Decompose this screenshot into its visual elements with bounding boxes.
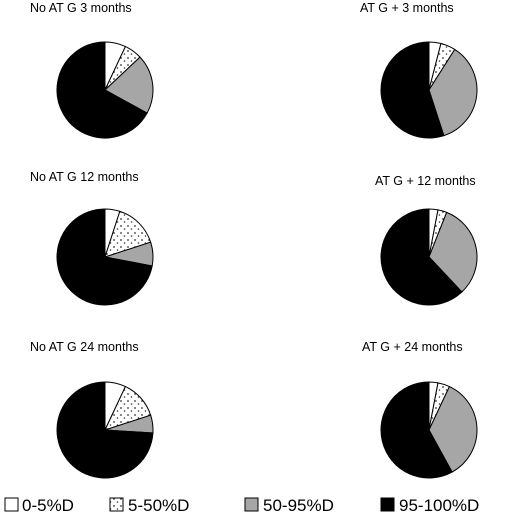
pie-atg-3-months	[380, 41, 478, 139]
legend-label-0-5: 0-5%D	[22, 496, 74, 515]
pie-slice-50-95	[104, 56, 154, 114]
pie-no-atg-24-months	[56, 381, 154, 479]
pie-title-atg-24: AT G + 24 months	[362, 340, 463, 354]
pie-slice-95-100	[380, 41, 445, 139]
pie-slice-50-95	[428, 48, 478, 137]
pie-slice-50-95	[428, 385, 478, 473]
legend-swatch-0-5	[4, 497, 19, 512]
legend-swatch-50-95	[244, 497, 259, 512]
pie-slice-95-100	[56, 381, 154, 479]
pie-title-atg-12: AT G + 12 months	[375, 174, 476, 188]
pie-slice-95-100	[380, 208, 463, 306]
pie-atg-24-months	[380, 381, 478, 479]
legend-swatch-95-100	[380, 497, 395, 512]
legend-label-5-50: 5-50%D	[128, 496, 189, 515]
legend-label-50-95: 50-95%D	[263, 496, 334, 515]
legend-swatch-5-50	[109, 497, 124, 512]
pie-no-atg-12-months	[56, 208, 154, 306]
pie-slice-95-100	[56, 41, 148, 139]
legend: 0-5%D 5-50%D 50-95%D 95-100%D	[4, 496, 479, 515]
pie-no-atg-3-months	[56, 41, 154, 139]
pie-title-no-atg-24: No AT G 24 months	[30, 340, 139, 354]
pie-slice-95-100	[56, 208, 153, 306]
pie-title-atg-3: AT G + 3 months	[360, 1, 454, 15]
pie-slice-95-100	[380, 381, 453, 479]
pie-title-no-atg-12: No AT G 12 months	[30, 170, 139, 184]
legend-label-95-100: 95-100%D	[399, 496, 479, 515]
pie-atg-12-months	[380, 208, 478, 306]
pie-slice-50-95	[428, 211, 478, 293]
pie-title-no-atg-3: No AT G 3 months	[30, 1, 132, 15]
